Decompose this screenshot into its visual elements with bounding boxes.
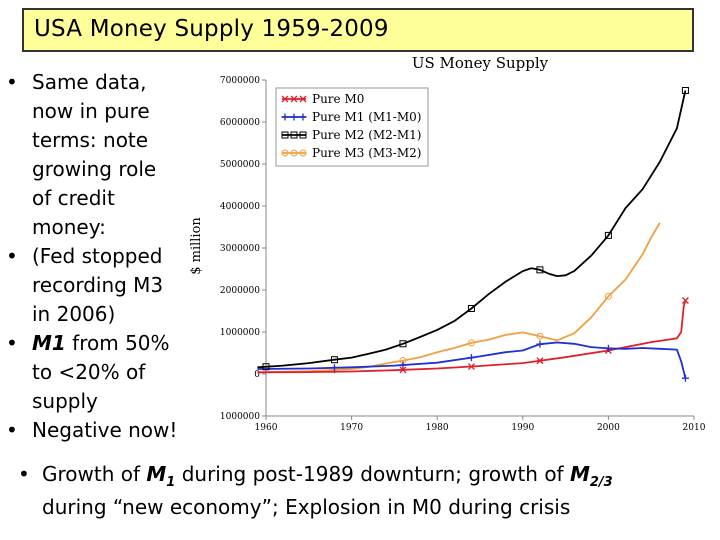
legend-marker-m1 bbox=[290, 113, 298, 121]
m23-subscript: 2/3 bbox=[589, 475, 613, 490]
bullet-marker: • bbox=[6, 70, 18, 94]
series-marker-m0 bbox=[467, 363, 475, 370]
bottom-text-1: Growth of bbox=[42, 462, 147, 486]
x-tick-label: 1990 bbox=[511, 423, 534, 433]
bottom-text-2: during post-1989 downturn; growth of bbox=[175, 462, 570, 486]
y-tick-label: 1000000 bbox=[220, 328, 260, 338]
x-tick-label: 1960 bbox=[255, 423, 278, 433]
m23-symbol: M bbox=[569, 462, 590, 486]
series-marker-m0 bbox=[681, 297, 689, 304]
series-marker-m1 bbox=[330, 364, 338, 372]
bullet-marker: • bbox=[6, 331, 18, 355]
bullet-line: (Fed stopped bbox=[32, 244, 163, 268]
bullet-line: to <20% of bbox=[32, 360, 146, 384]
y-tick-label: 4000000 bbox=[220, 202, 260, 212]
y-tick-label: 6000000 bbox=[220, 118, 260, 128]
bullet-line: of credit bbox=[32, 186, 115, 210]
series-marker-m3 bbox=[536, 332, 544, 340]
series-marker-m1 bbox=[399, 361, 407, 369]
y-tick-label: 5000000 bbox=[220, 160, 260, 170]
bullet-line: in 2006) bbox=[32, 302, 116, 326]
chart-svg: US Money Supply $ million 7000000 6000000 50… bbox=[189, 54, 706, 433]
y-tick-label: 3000000 bbox=[220, 244, 260, 254]
bullet-line: Negative now! bbox=[32, 418, 178, 442]
bullet-line: M1 from 50% bbox=[32, 331, 170, 355]
bullet-line: now in pure bbox=[32, 99, 150, 123]
m1-subscript: 1 bbox=[166, 475, 176, 490]
series-marker-m2 bbox=[330, 356, 338, 364]
series-marker-m0 bbox=[536, 357, 544, 365]
legend-label-m2: Pure M2 (M2-M1) bbox=[312, 128, 421, 142]
bottom-bullet-line1: Growth of M1 during post-1989 downturn; … bbox=[42, 460, 718, 497]
series-marker-m2 bbox=[681, 87, 689, 94]
legend-marker-m3 bbox=[290, 149, 298, 157]
slide-title-box: USA Money Supply 1959-2009 bbox=[22, 8, 694, 52]
bullet-line: money: bbox=[32, 215, 106, 239]
bullet-line: Same data, bbox=[32, 70, 147, 94]
y-tick-label: 7000000 bbox=[220, 76, 260, 86]
series-marker-m0 bbox=[399, 366, 407, 374]
legend-marker-m3 bbox=[299, 149, 307, 157]
bullet-line: terms: note bbox=[32, 128, 149, 152]
series-line-m1 bbox=[257, 341, 687, 379]
legend-marker-m0 bbox=[290, 95, 298, 103]
bullet-line: growing role bbox=[32, 157, 157, 181]
x-tick-label: 2010 bbox=[683, 423, 706, 433]
y-tick-label: 0 bbox=[254, 370, 260, 380]
series-marker-m1 bbox=[604, 344, 612, 352]
y-axis-label: $ million bbox=[190, 217, 204, 275]
series-marker-m2 bbox=[399, 340, 407, 348]
slide-title: USA Money Supply 1959-2009 bbox=[34, 16, 389, 42]
series-marker-m1 bbox=[681, 374, 689, 382]
series-line-m2 bbox=[257, 90, 687, 369]
money-supply-chart: US Money Supply $ million 7000000 6000000 50… bbox=[189, 52, 716, 434]
legend-marker-m0 bbox=[281, 95, 289, 103]
series-line-m0 bbox=[257, 300, 687, 374]
series-marker-m2 bbox=[604, 231, 612, 239]
x-tick-label: 1970 bbox=[340, 423, 363, 433]
legend-marker-m2 bbox=[281, 131, 289, 139]
bullet-line: supply bbox=[32, 389, 98, 413]
legend-label-m1: Pure M1 (M1-M0) bbox=[312, 110, 421, 124]
y-tick-label: 2000000 bbox=[220, 286, 260, 296]
legend-marker-m2 bbox=[290, 131, 298, 139]
bottom-bullet-line2: during “new economy”; Explosion in M0 du… bbox=[42, 495, 571, 519]
series-marker-m2 bbox=[262, 363, 270, 371]
x-tick-label: 2000 bbox=[597, 423, 620, 433]
series-marker-m1 bbox=[467, 354, 475, 362]
series-marker-m3 bbox=[604, 292, 612, 300]
legend-marker-m1 bbox=[281, 113, 289, 121]
legend-marker-m2 bbox=[299, 131, 307, 139]
series-marker-m1 bbox=[536, 340, 544, 348]
series-marker-m3 bbox=[467, 339, 475, 347]
series-marker-m2 bbox=[536, 266, 544, 274]
bottom-bullet-marker: • bbox=[18, 462, 30, 486]
y-tick-label: 1000000 bbox=[220, 412, 260, 422]
x-tick-label: 1980 bbox=[426, 423, 449, 433]
legend-marker-m3 bbox=[281, 149, 289, 157]
legend-marker-m1 bbox=[299, 113, 307, 121]
chart-title: US Money Supply bbox=[412, 54, 549, 72]
legend-label-m0: Pure M0 bbox=[312, 92, 364, 106]
series-line-m3 bbox=[257, 222, 661, 374]
legend-marker-m0 bbox=[299, 95, 307, 103]
bullet-marker: • bbox=[6, 244, 18, 268]
legend-label-m3: Pure M3 (M3-M2) bbox=[312, 146, 421, 160]
m1-symbol: M bbox=[146, 462, 167, 486]
bullet-line: recording M3 bbox=[32, 273, 164, 297]
series-marker-m2 bbox=[467, 304, 475, 312]
bullet-marker: • bbox=[6, 418, 18, 442]
